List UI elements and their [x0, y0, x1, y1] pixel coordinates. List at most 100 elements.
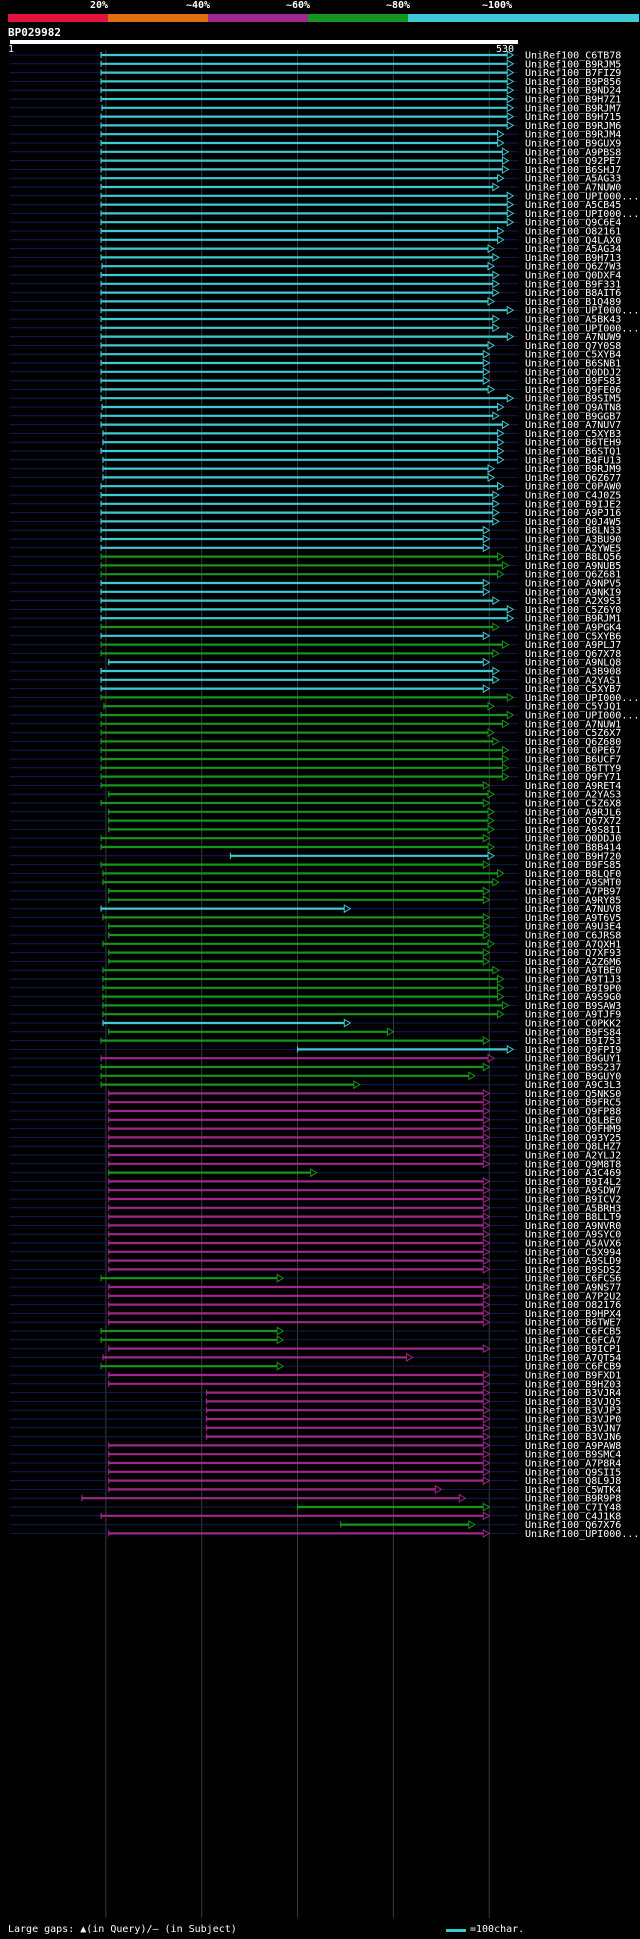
hit-row[interactable]: UniRef100_A9T1J3	[10, 975, 621, 986]
hit-row[interactable]: UniRef100_A9PJ16	[10, 508, 621, 519]
hit-label[interactable]: UniRef100_B9F331	[525, 279, 621, 290]
hit-row[interactable]: UniRef100_Q6Z680	[10, 737, 621, 748]
hit-label[interactable]: UniRef100_B6TEH9	[525, 438, 621, 449]
hit-row[interactable]: UniRef100_A9S9G0	[10, 992, 621, 1003]
hit-row[interactable]: UniRef100_A7PB97	[10, 887, 621, 898]
hit-label[interactable]: UniRef100_C5Z6X7	[525, 728, 621, 739]
hit-label[interactable]: UniRef100_B9ND24	[525, 86, 621, 97]
hit-row[interactable]: UniRef100_Q9ATN8	[10, 403, 621, 414]
hit-row[interactable]: UniRef100_C4J1K8	[10, 1511, 621, 1522]
hit-label[interactable]: UniRef100_A9RJL6	[525, 807, 621, 818]
hit-row[interactable]: UniRef100_C0PE67	[10, 746, 621, 757]
hit-label[interactable]: UniRef100_Q6Z677	[525, 473, 621, 484]
hit-row[interactable]: UniRef100_C5WTK4	[10, 1485, 621, 1496]
hit-label[interactable]: UniRef100_B1Q489	[525, 297, 621, 308]
hit-label[interactable]: UniRef100_B3VJN6	[525, 1432, 621, 1443]
hit-label[interactable]: UniRef100_B9GUY1	[525, 1054, 621, 1065]
hit-row[interactable]: UniRef100_B9FXD1	[10, 1371, 621, 1382]
hit-label[interactable]: UniRef100_A3B908	[525, 667, 621, 678]
hit-row[interactable]: UniRef100_B9GUY0	[10, 1071, 621, 1082]
hit-row[interactable]: UniRef100_B9SAW3	[10, 1001, 621, 1012]
hit-label[interactable]: UniRef100_B9I9P0	[525, 983, 621, 994]
hit-label[interactable]: UniRef100_Q8LHZ7	[525, 1142, 621, 1153]
hit-label[interactable]: UniRef100_A2YAS1	[525, 675, 621, 686]
hit-label[interactable]: UniRef100_Q0DXF4	[525, 271, 621, 282]
hit-row[interactable]: UniRef100_Q9FP88	[10, 1107, 621, 1118]
hit-label[interactable]: UniRef100_Q6Z681	[525, 570, 621, 581]
hit-row[interactable]: UniRef100_A9NUB5	[10, 561, 621, 572]
hit-row[interactable]: UniRef100_B8LLT9	[10, 1212, 621, 1223]
hit-row[interactable]: UniRef100_B9H713	[10, 253, 621, 264]
hit-row[interactable]: UniRef100_B9FS85	[10, 860, 621, 871]
hit-label[interactable]: UniRef100_B3VJP0	[525, 1415, 621, 1426]
hit-row[interactable]: UniRef100_B9I4L2	[10, 1177, 621, 1188]
hit-row[interactable]: UniRef100_A7P2U2	[10, 1291, 621, 1302]
hit-label[interactable]: UniRef100_B9H720	[525, 851, 621, 862]
hit-row[interactable]: UniRef100_B6TEH9	[10, 438, 621, 449]
hit-label[interactable]: UniRef100_A9PLJ7	[525, 640, 621, 651]
hit-row[interactable]: UniRef100_A7QXH1	[10, 939, 621, 950]
hit-row[interactable]: UniRef100_Q6Z677	[10, 473, 621, 484]
hit-label[interactable]: UniRef100_Q92PE7	[525, 156, 621, 167]
hit-row[interactable]: UniRef100_B9H715	[10, 112, 621, 123]
hit-row[interactable]: UniRef100_Q8L9J8	[10, 1476, 621, 1487]
hit-row[interactable]: UniRef100_Q0DDJ2	[10, 367, 621, 378]
hit-row[interactable]: UniRef100_B3VJQ5	[10, 1397, 621, 1408]
hit-label[interactable]: UniRef100_B8LLT9	[525, 1212, 621, 1223]
hit-label[interactable]: UniRef100_Q9FE06	[525, 385, 621, 396]
hit-row[interactable]: UniRef100_B9I753	[10, 1036, 621, 1047]
hit-label[interactable]: UniRef100_B6TTY9	[525, 763, 621, 774]
hit-label[interactable]: UniRef100_A9TBE0	[525, 966, 621, 977]
hit-label[interactable]: UniRef100_A2YAS3	[525, 790, 621, 801]
hit-label[interactable]: UniRef100_B3VJQ5	[525, 1397, 621, 1408]
hit-row[interactable]: UniRef100_Q9M8T8	[10, 1159, 621, 1170]
hit-label[interactable]: UniRef100_Q4LAX0	[525, 235, 621, 246]
hit-label[interactable]: UniRef100_Q0DDJ2	[525, 367, 621, 378]
hit-label[interactable]: UniRef100_A9S9G0	[525, 992, 621, 1003]
hit-row[interactable]: UniRef100_B9IJE2	[10, 499, 621, 510]
hit-label[interactable]: UniRef100_Q9FHM9	[525, 1124, 621, 1135]
hit-label[interactable]: UniRef100_C5WTK4	[525, 1485, 621, 1496]
hit-label[interactable]: UniRef100_C0PKK2	[525, 1019, 621, 1030]
hit-row[interactable]: UniRef100_B7FIZ9	[10, 68, 621, 79]
hit-row[interactable]: UniRef100_C0PKK2	[10, 1019, 621, 1030]
hit-row[interactable]: UniRef100_B9ND24	[10, 86, 621, 97]
hit-row[interactable]: UniRef100_B9S237	[10, 1063, 621, 1074]
hit-label[interactable]: UniRef100_C6FCS6	[525, 1274, 621, 1285]
hit-row[interactable]: UniRef100_Q8LHZ7	[10, 1142, 621, 1153]
hit-row[interactable]: UniRef100_B6UCF7	[10, 755, 621, 766]
hit-row[interactable]: UniRef100_A7P8R4	[10, 1459, 621, 1470]
hit-label[interactable]: UniRef100_Q9FP88	[525, 1107, 621, 1118]
hit-row[interactable]: UniRef100_A9PAW8	[10, 1441, 621, 1452]
hit-label[interactable]: UniRef100_B9RJM4	[525, 130, 621, 141]
hit-label[interactable]: UniRef100_A7P2U2	[525, 1291, 621, 1302]
hit-label[interactable]: UniRef100_A7NUV7	[525, 420, 621, 431]
hit-label[interactable]: UniRef100_A5AG34	[525, 244, 621, 255]
hit-row[interactable]: UniRef100_B9H7Z1	[10, 95, 621, 106]
hit-label[interactable]: UniRef100_B9RJM9	[525, 464, 621, 475]
hit-row[interactable]: UniRef100_B9RJM9	[10, 464, 621, 475]
hit-row[interactable]: UniRef100_B9R9P8	[10, 1494, 621, 1505]
hit-label[interactable]: UniRef100_A9NLQ8	[525, 658, 621, 669]
hit-label[interactable]: UniRef100_UPI000...	[525, 306, 639, 317]
hit-row[interactable]: UniRef100_A9NKI9	[10, 587, 621, 598]
hit-label[interactable]: UniRef100_C5XYB4	[525, 350, 621, 361]
hit-row[interactable]: UniRef100_A9PGK4	[10, 623, 621, 634]
hit-row[interactable]: UniRef100_A3BU90	[10, 535, 621, 546]
hit-row[interactable]: UniRef100_Q67X76	[10, 1520, 621, 1531]
hit-label[interactable]: UniRef100_Q67X78	[525, 649, 621, 660]
hit-row[interactable]: UniRef100_A9SYC0	[10, 1230, 621, 1241]
hit-row[interactable]: UniRef100_B9SDS2	[10, 1265, 621, 1276]
hit-row[interactable]: UniRef100_Q7Y0S8	[10, 341, 621, 352]
hit-label[interactable]: UniRef100_A3BU90	[525, 535, 621, 546]
hit-label[interactable]: UniRef100_B9P856	[525, 77, 621, 88]
hit-row[interactable]: UniRef100_B9FRC5	[10, 1098, 621, 1109]
hit-label[interactable]: UniRef100_C6FCB5	[525, 1327, 621, 1338]
hit-row[interactable]: UniRef100_A9NS77	[10, 1283, 621, 1294]
hit-row[interactable]: UniRef100_B3VJR4	[10, 1388, 621, 1399]
hit-row[interactable]: UniRef100_A9SLD9	[10, 1256, 621, 1267]
hit-row[interactable]: UniRef100_A7NUV8	[10, 904, 621, 915]
hit-row[interactable]: UniRef100_B3VJP3	[10, 1406, 621, 1417]
hit-label[interactable]: UniRef100_Q9SII5	[525, 1467, 621, 1478]
hit-row[interactable]: UniRef100_A2YWE5	[10, 543, 621, 554]
